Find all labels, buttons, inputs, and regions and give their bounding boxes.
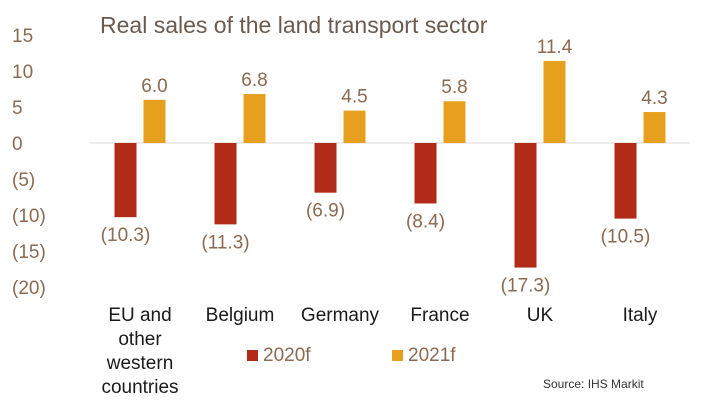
- legend-swatch: [392, 350, 403, 361]
- y-tick-label: 5: [12, 98, 23, 119]
- x-category-label: France: [410, 305, 469, 326]
- y-tick-label: (10): [12, 206, 46, 227]
- x-category-label: Germany: [301, 305, 380, 326]
- data-label: (6.9): [306, 201, 345, 222]
- data-label: (11.3): [201, 232, 249, 253]
- y-tick-label: 0: [12, 134, 23, 155]
- y-tick-label: (15): [12, 242, 46, 263]
- x-category-label: western: [106, 353, 174, 374]
- bar-2020f: [414, 143, 437, 204]
- legend-swatch: [247, 350, 258, 361]
- data-label: 4.3: [641, 88, 667, 109]
- data-label: 6.8: [241, 70, 267, 91]
- bars: [114, 60, 666, 268]
- x-category-label: Italy: [623, 305, 658, 326]
- data-label: (17.3): [501, 276, 551, 297]
- y-axis: 15 10 5 0 (5) (10) (15) (20): [12, 26, 46, 299]
- y-tick-label: 10: [12, 62, 33, 83]
- legend: 2020f 2021f: [247, 345, 456, 366]
- x-axis-categories: EU and other western countries Belgium German…: [101, 305, 657, 398]
- x-category-label: other: [118, 329, 162, 350]
- legend-label: 2021f: [408, 345, 456, 366]
- y-tick-label: 15: [12, 26, 33, 47]
- y-tick-label: (5): [12, 170, 35, 191]
- data-label: (10.5): [601, 227, 651, 248]
- bar-2020f: [214, 143, 237, 225]
- data-label: (8.4): [406, 211, 445, 232]
- bar-2021f: [243, 94, 266, 143]
- bar-2020f: [514, 143, 537, 268]
- bar-2021f: [443, 101, 466, 143]
- bar-2020f: [614, 143, 637, 219]
- data-label: (10.3): [101, 225, 151, 246]
- bar-2021f: [143, 99, 166, 143]
- x-category-label: UK: [527, 305, 554, 326]
- bar-2021f: [543, 60, 566, 143]
- bar-2021f: [643, 112, 666, 143]
- x-category-label: Belgium: [206, 305, 275, 326]
- data-label: 5.8: [441, 77, 467, 98]
- y-tick-label: (20): [12, 278, 46, 299]
- data-label: 4.5: [341, 87, 367, 108]
- data-labels: (10.3) 6.0 (11.3) 6.8 (6.9) 4.5 (8.4) 5.8 (17.3)…: [101, 37, 668, 297]
- bar-2020f: [314, 143, 337, 193]
- data-label: 11.4: [537, 37, 573, 58]
- legend-label: 2020f: [263, 345, 311, 366]
- bar-2021f: [343, 110, 366, 143]
- x-category-label: EU and: [108, 305, 171, 326]
- source-note: Source: IHS Markit: [543, 377, 644, 391]
- data-label: 6.0: [141, 76, 167, 97]
- x-category-label: countries: [101, 377, 178, 398]
- bar-2020f: [114, 143, 137, 218]
- chart-title: Real sales of the land transport sector: [100, 12, 488, 38]
